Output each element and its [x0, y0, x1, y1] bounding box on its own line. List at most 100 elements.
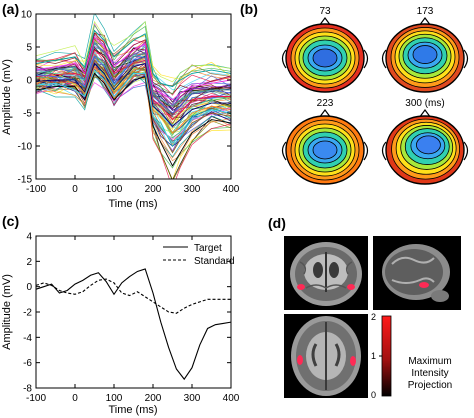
eeg-trace: [36, 24, 231, 95]
eeg-trace: [36, 51, 231, 126]
x-tick-label: 200: [145, 184, 162, 195]
chart-a-ticks: -100 0 100 200 300 400 10 5 0 -5 -10 -15: [18, 10, 240, 196]
chart-a-ylabel: Amplitude (mV): [1, 59, 13, 135]
topomap-contour: [312, 140, 338, 160]
head-outline: [285, 115, 365, 185]
y-tick-label: -2: [23, 308, 32, 319]
x-tick-label: -100: [26, 184, 46, 195]
mri-activation-spot: [347, 284, 355, 290]
ear-icon: [463, 141, 469, 161]
ear-icon: [363, 141, 369, 161]
x-tick-label: 300: [184, 184, 201, 195]
topomap-time-label: 173: [417, 6, 434, 17]
colorbar-caption-line: Maximum: [408, 356, 451, 367]
mri-sagittal-slice: [373, 236, 461, 310]
x-tick-label: 300: [184, 393, 201, 404]
eeg-trace: [36, 42, 231, 107]
y-tick-label: 0: [26, 282, 32, 293]
x-tick-label: -100: [26, 393, 46, 404]
topomap-grid: 73 173 223 300 (ms): [281, 6, 469, 185]
y-tick-label: 4: [26, 232, 32, 243]
chart-c-legend: Target Standard: [163, 243, 235, 267]
x-tick-label: 200: [145, 393, 162, 404]
colorbar-caption-line: Projection: [408, 380, 452, 391]
x-tick-label: 0: [72, 393, 78, 404]
eeg-trace: [36, 71, 231, 131]
eeg-trace: [36, 61, 231, 179]
x-tick-label: 0: [72, 184, 78, 195]
chart-a-frame: [35, 13, 232, 180]
y-tick-label: 5: [26, 43, 32, 54]
standard-line: [35, 278, 231, 314]
eeg-trace: [36, 33, 231, 94]
topomap-time-label: 73: [319, 6, 331, 17]
mri-panel: 2 1 0 Maximum Intensity Projection: [284, 236, 461, 400]
colorbar-tick: 1: [371, 351, 376, 361]
y-tick-label: -10: [18, 142, 33, 153]
y-tick-label: 10: [21, 10, 33, 21]
eeg-trace: [36, 56, 231, 114]
head-outline: [385, 23, 465, 93]
chart-a-xlabel: Time (ms): [108, 198, 157, 210]
head-outline: [285, 23, 365, 93]
x-tick-label: 400: [223, 393, 240, 404]
topomap-head: 73: [281, 6, 369, 93]
y-tick-label: -4: [23, 333, 32, 344]
ear-icon: [381, 141, 387, 161]
ear-icon: [463, 49, 469, 69]
chart-c: -100 0 100 200 300 400 4 2 0 -2 -4 -6 -8 Target Stand…: [1, 232, 240, 417]
y-tick-label: -5: [23, 109, 32, 120]
x-tick-label: 100: [106, 184, 123, 195]
ear-icon: [363, 49, 369, 69]
colorbar-tick: 0: [371, 390, 376, 400]
chart-c-xlabel: Time (ms): [108, 404, 157, 416]
mri-colorbar: 2 1 0 Maximum Intensity Projection: [371, 312, 452, 400]
chart-c-lines: [35, 268, 232, 381]
topomap-contour: [416, 135, 441, 155]
topomap-contour: [312, 48, 338, 68]
panel-label-a: (a): [2, 1, 19, 17]
eeg-trace: [36, 66, 231, 162]
topomap-head: 223: [281, 98, 369, 185]
chart-c-ticks: -100 0 100 200 300 400 4 2 0 -2 -4 -6 -8: [23, 232, 240, 405]
colorbar-gradient: [381, 315, 392, 397]
colorbar-caption-line: Intensity: [411, 368, 448, 379]
mri-activation-spot: [297, 355, 303, 365]
y-tick-label: -8: [23, 384, 32, 395]
ear-icon: [381, 49, 387, 69]
topomap-head: 300 (ms): [381, 98, 469, 185]
topomap-time-label: 223: [317, 98, 334, 109]
y-tick-label: -15: [18, 175, 33, 186]
panel-label-b: (b): [240, 1, 258, 17]
mri-axial-slice: [284, 314, 368, 398]
eeg-trace: [36, 20, 231, 83]
y-tick-label: 2: [26, 257, 32, 268]
chart-c-ylabel: Amplitude (mV): [1, 274, 13, 350]
mri-activation-spot: [297, 284, 305, 290]
eeg-trace: [36, 49, 231, 121]
x-tick-label: 400: [223, 184, 240, 195]
panel-label-d: (d): [268, 215, 286, 231]
x-tick-label: 100: [106, 393, 123, 404]
legend-label: Target: [194, 243, 222, 254]
eeg-trace: [36, 46, 231, 109]
topomap-time-label: 300 (ms): [405, 98, 444, 109]
mri-activation-spot: [350, 356, 356, 366]
topomap-contour: [412, 45, 438, 64]
eeg-trace: [36, 29, 231, 88]
eeg-trace: [36, 36, 231, 101]
colorbar-tick: 2: [371, 312, 376, 322]
ear-icon: [281, 49, 287, 69]
y-tick-label: -6: [23, 358, 32, 369]
head-outline: [385, 115, 465, 185]
topomap-head: 173: [381, 6, 469, 93]
mri-coronal-slice: [284, 236, 368, 310]
target-line: [35, 268, 232, 381]
chart-a-lines: [36, 14, 231, 179]
ear-icon: [281, 141, 287, 161]
eeg-trace: [36, 56, 231, 113]
eeg-trace: [36, 62, 231, 127]
y-tick-label: 0: [26, 76, 32, 87]
